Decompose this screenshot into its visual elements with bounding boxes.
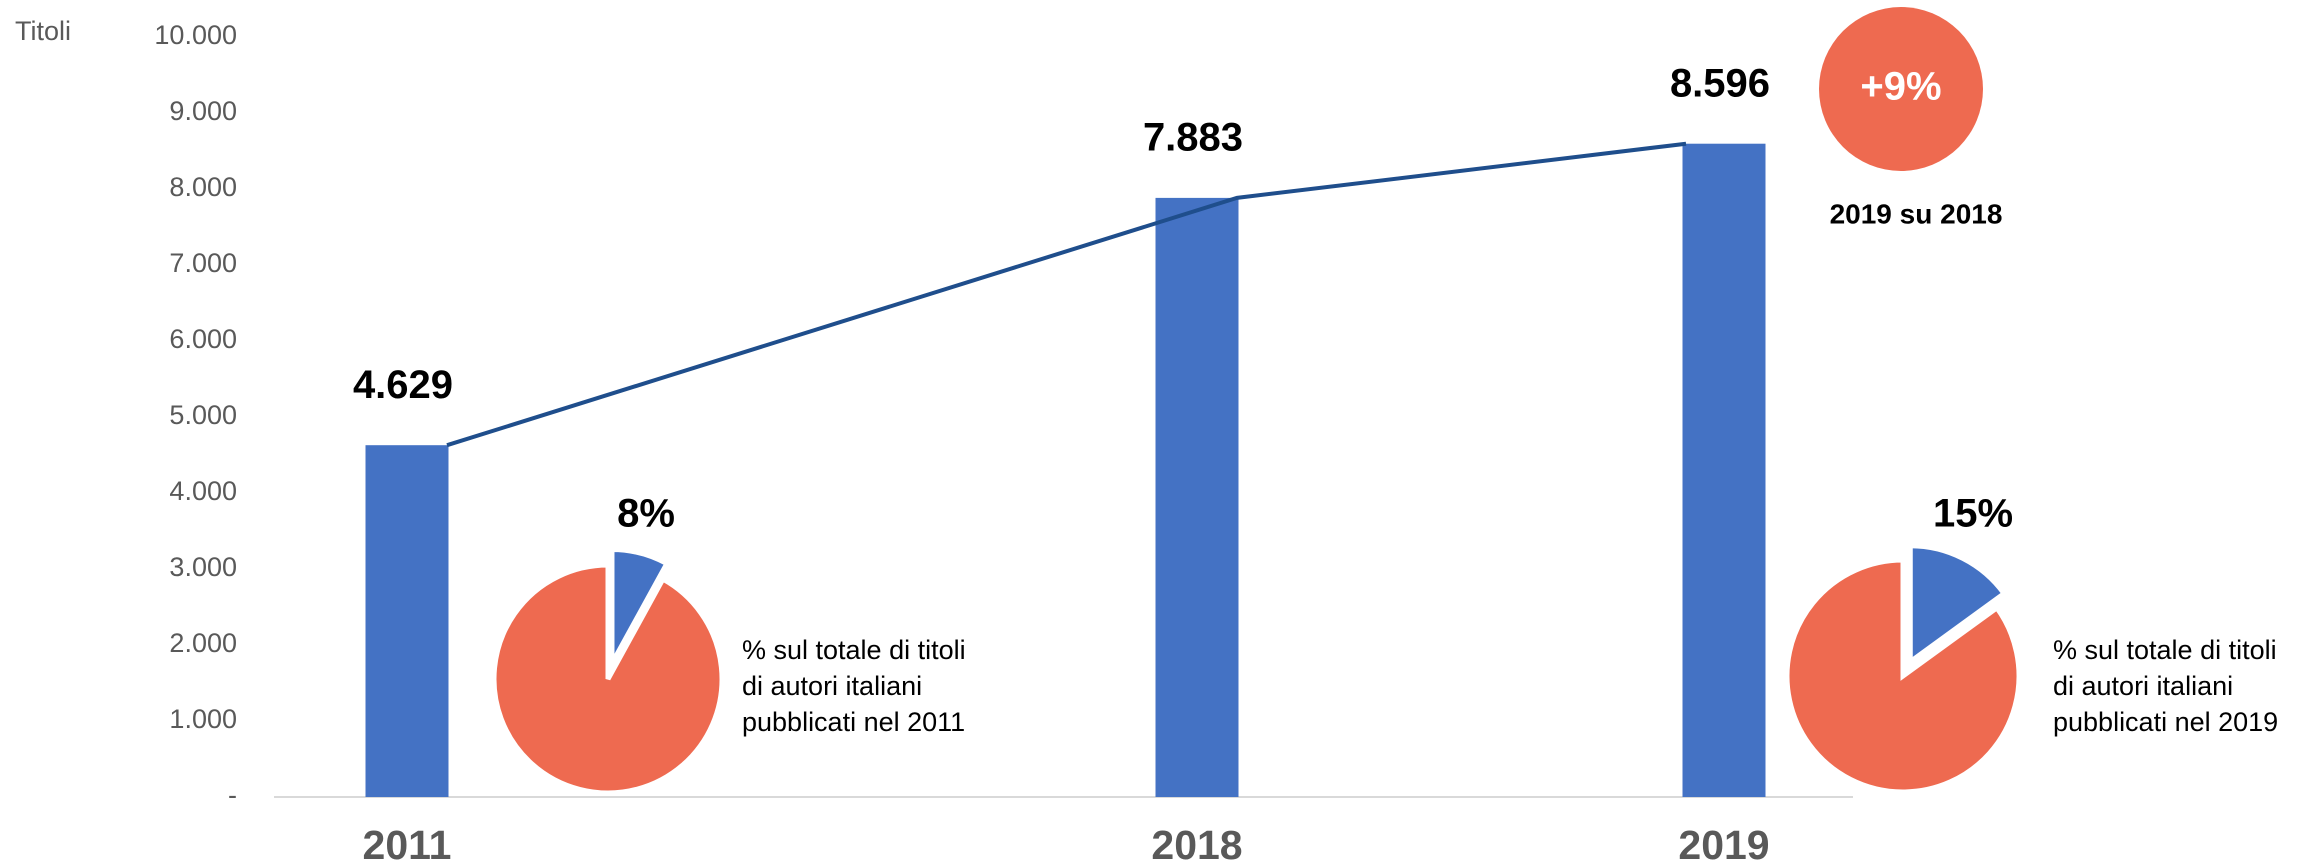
pie-caption: % sul totale di titoli [742, 635, 966, 665]
y-tick-label: 2.000 [169, 628, 237, 658]
y-tick-label: 9.000 [169, 96, 237, 126]
y-axis-label: Titoli [15, 16, 71, 46]
value-label: 8.596 [1670, 61, 1770, 105]
y-tick-label: - [228, 780, 237, 810]
pie-slice [1907, 543, 2008, 667]
y-tick-label: 3.000 [169, 552, 237, 582]
change-badge [1819, 7, 1983, 171]
x-tick-label: 2019 [1678, 822, 1769, 863]
pie-caption: % sul totale di titoli [2053, 635, 2277, 665]
value-label: 4.629 [353, 363, 453, 407]
pie-caption: pubblicati nel 2011 [742, 707, 965, 737]
bar [365, 445, 449, 797]
y-tick-label: 5.000 [169, 400, 237, 430]
value-label: 7.883 [1143, 115, 1243, 159]
bar [1155, 197, 1239, 798]
x-tick-label: 2011 [363, 822, 452, 863]
pie-slice [491, 562, 725, 796]
bar [1682, 143, 1766, 798]
pie-label: 15% [1933, 492, 2013, 536]
trend-line [446, 141, 1687, 448]
y-tick-label: 4.000 [169, 476, 237, 506]
pie-label: 8% [617, 492, 675, 536]
pie-caption: di autori italiani [2053, 671, 2233, 701]
y-tick-label: 10.000 [154, 20, 237, 50]
pie-caption: di autori italiani [742, 671, 922, 701]
y-tick-label: 8.000 [169, 172, 237, 202]
pie-slice [609, 547, 671, 665]
x-tick-label: 2018 [1151, 822, 1242, 863]
pie-caption: pubblicati nel 2019 [2053, 707, 2278, 737]
y-tick-label: 6.000 [169, 324, 237, 354]
y-tick-label: 1.000 [169, 704, 237, 734]
y-tick-label: 7.000 [169, 248, 237, 278]
pie-slice [1784, 557, 2022, 795]
change-label: +9% [1860, 65, 1941, 109]
change-text: 2019 su 2018 [1830, 198, 2003, 229]
